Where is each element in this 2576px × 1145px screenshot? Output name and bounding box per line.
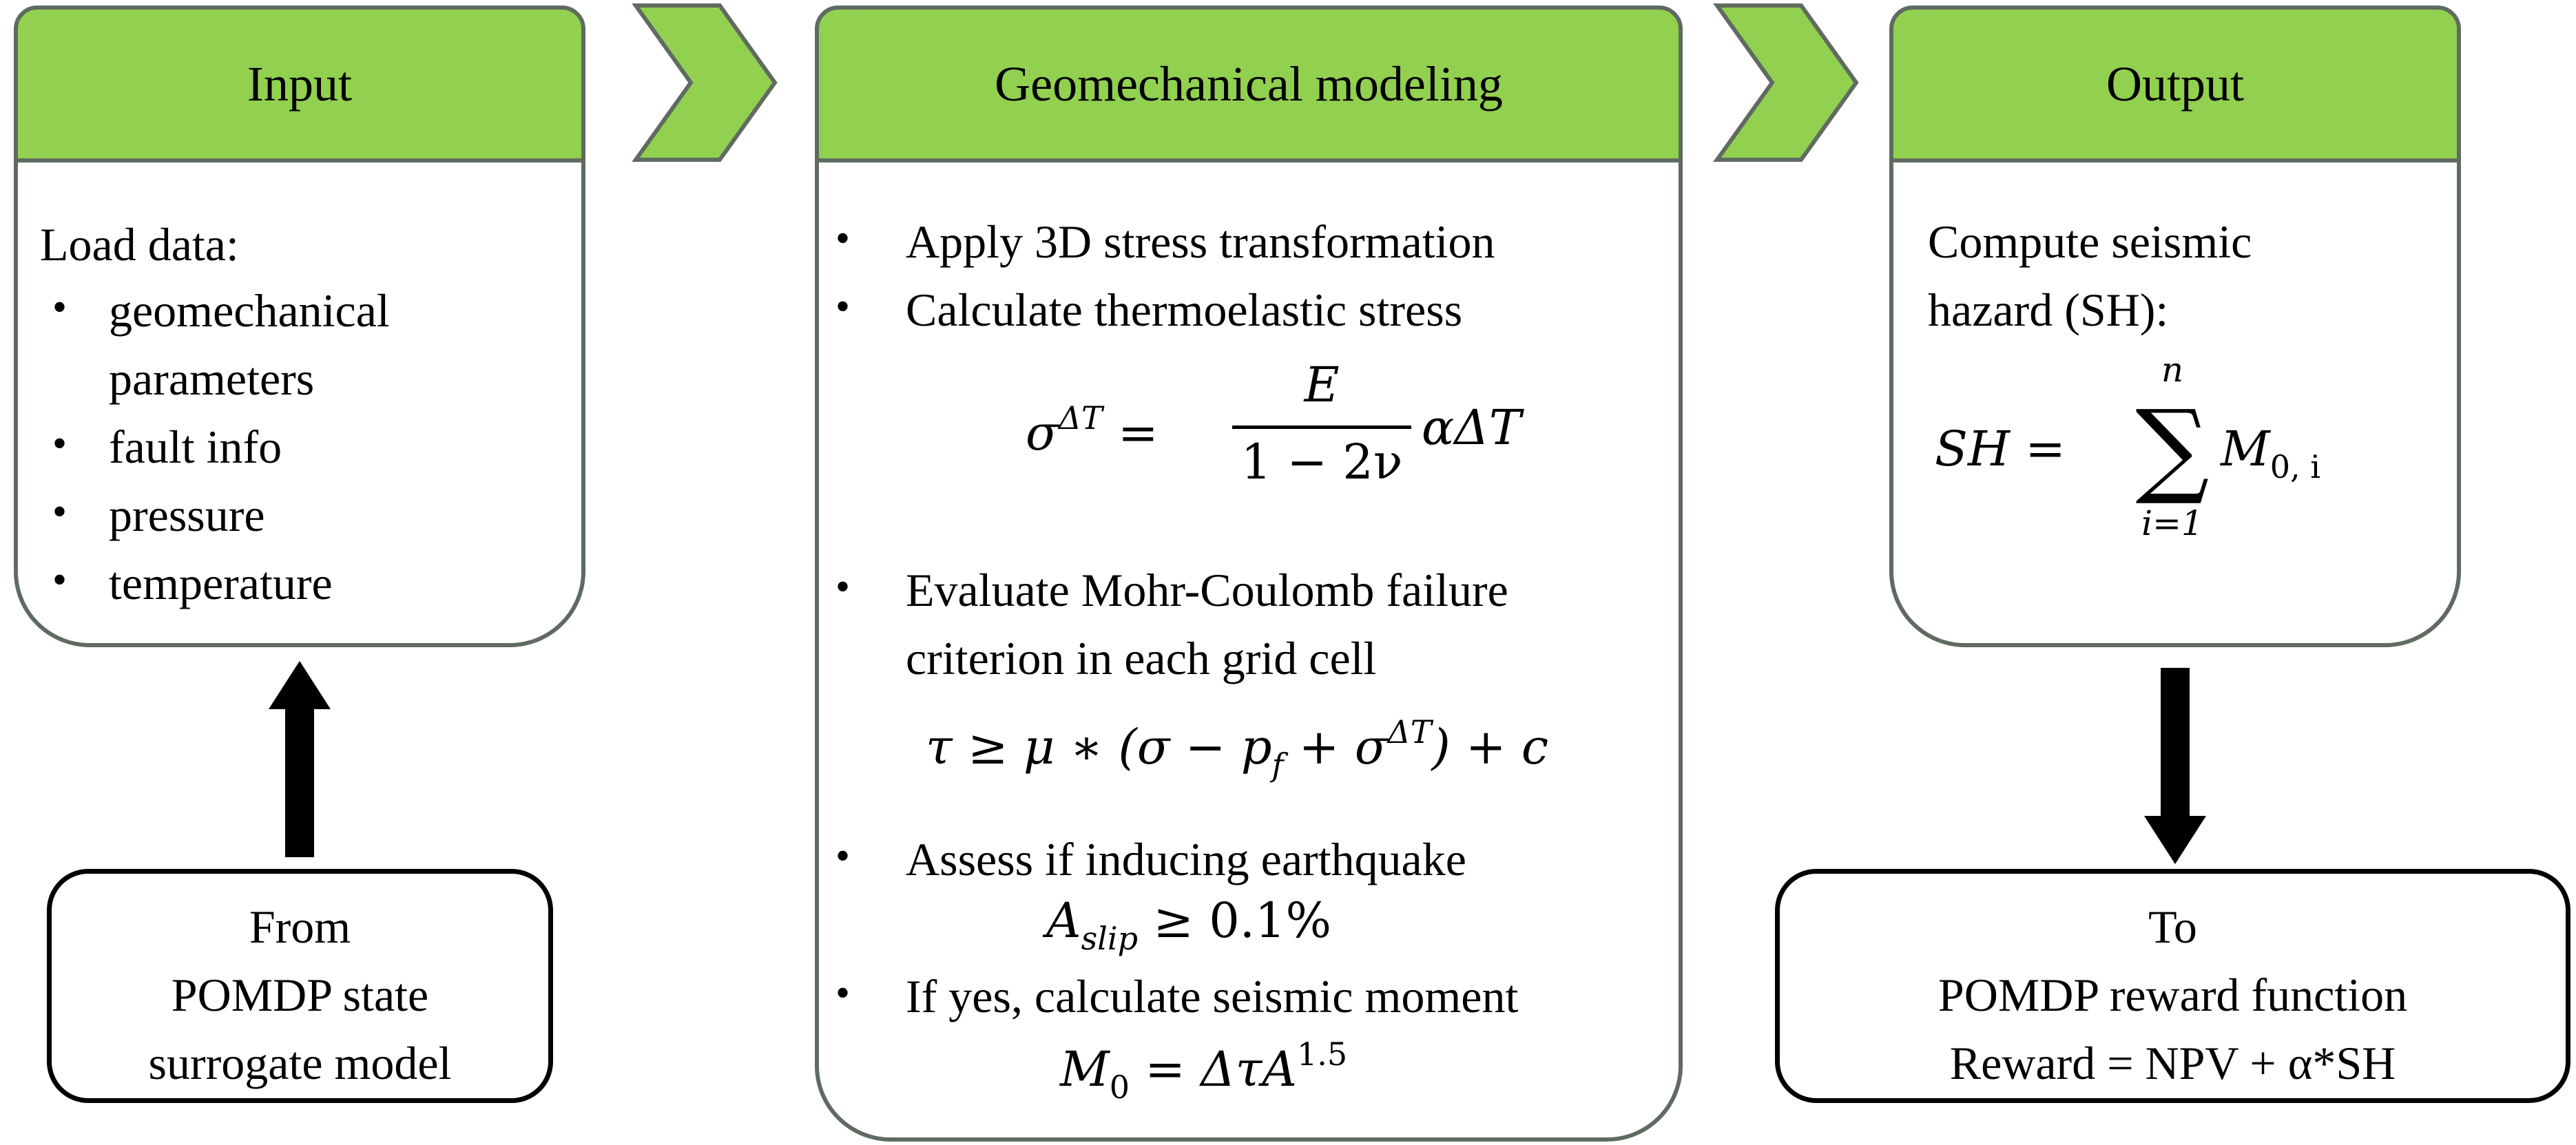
input-item-1: geomechanical (109, 284, 390, 337)
source-box: From POMDP state surrogate model (47, 869, 553, 1103)
eq-sum-bottom: i=1 (2141, 503, 2203, 543)
eq-m0-sup: 1.5 (1296, 1036, 1348, 1073)
output-line-2: hazard (SH): (1928, 284, 2169, 336)
input-header: Input (14, 6, 585, 162)
input-title: Input (247, 56, 352, 112)
eq-term-sub: 0, i (2269, 448, 2320, 485)
eq-m0: M (1060, 1041, 1110, 1097)
bullet-dot: • (835, 216, 851, 261)
model-step-3a: Evaluate Mohr-Coulomb failure (906, 564, 1508, 616)
input-body: Load data: • geomechanical parameters • … (14, 158, 585, 647)
source-line-1: From (249, 901, 351, 953)
bullet-dot: • (835, 833, 851, 879)
output-line-1: Compute seismic (1928, 216, 2252, 268)
bullet-dot: • (52, 489, 67, 534)
source-line-2: POMDP state (171, 969, 429, 1021)
input-item-2: parameters (109, 353, 315, 405)
bullet-dot: • (835, 564, 851, 609)
eq-numerator: E (1304, 357, 1340, 413)
seismic-hazard-equation: SH = n ∑ i=1 M0, i (1935, 348, 2417, 555)
target-line-1: To (2148, 901, 2197, 953)
input-item-3: fault info (109, 421, 282, 473)
chevron-right-icon (632, 3, 778, 162)
mohr-coulomb-equation: τ ≥ μ ∗ (σ − pf + σΔT) + c (926, 713, 1548, 784)
thermoelastic-equation: σΔT = E 1 − 2ν αΔT (1026, 357, 1521, 490)
model-step-3b: criterion in each grid cell (906, 632, 1377, 684)
eq-sigma: σ (1026, 405, 1059, 461)
output-body: Compute seismic hazard (SH): SH = n ∑ i=… (1889, 158, 2461, 647)
bullet-dot: • (835, 970, 851, 1016)
eq-slip-tail: ≥ 0.1% (1138, 892, 1332, 949)
target-line-3: Reward = NPV + α*SH (1949, 1037, 2396, 1089)
eq-mc-mid: + σ (1283, 719, 1388, 775)
bullet-dot: • (52, 557, 67, 602)
slip-equation: Aslip ≥ 0.1% (1046, 892, 1331, 957)
model-title: Geomechanical modeling (995, 56, 1503, 112)
model-step-5: If yes, calculate seismic moment (906, 970, 1519, 1022)
eq-sum-top: n (2161, 350, 2184, 390)
output-title: Output (2106, 56, 2244, 112)
target-box: To POMDP reward function Reward = NPV + … (1775, 869, 2570, 1103)
eq-mc: τ ≥ μ ∗ (σ − p (926, 719, 1272, 775)
bullet-dot: • (52, 421, 67, 466)
eq-slip: A (1046, 892, 1081, 949)
eq-mc-end: ) + c (1431, 719, 1549, 775)
moment-equation: M0 = ΔτA1.5 (1060, 1036, 1347, 1106)
output-header: Output (1889, 6, 2461, 162)
eq-m0-sub: 0 (1109, 1069, 1130, 1106)
bullet-dot: • (52, 284, 67, 330)
eq-sigma-sup: ΔT (1058, 399, 1103, 437)
input-item-5: temperature (109, 557, 333, 609)
bullet-dot: • (835, 284, 851, 329)
eq-term: M (2221, 421, 2270, 477)
sum-icon: ∑ (2135, 388, 2210, 508)
source-line-3: surrogate model (148, 1037, 452, 1089)
target-line-2: POMDP reward function (1938, 969, 2408, 1021)
arrow-up-icon (269, 661, 331, 857)
arrow-down-icon (2144, 668, 2206, 864)
model-step-2: Calculate thermoelastic stress (906, 284, 1463, 336)
chevron-right-icon (1713, 3, 1859, 162)
input-intro: Load data: (40, 218, 239, 271)
eq-m0-mid: = ΔτA (1129, 1041, 1297, 1097)
eq-mc-sup: ΔT (1387, 713, 1432, 750)
eq-denominator: 1 − 2ν (1240, 434, 1403, 490)
input-item-4: pressure (109, 489, 265, 541)
fraction-bar (1232, 426, 1411, 429)
model-header: Geomechanical modeling (815, 6, 1683, 162)
model-body: • Apply 3D stress transformation • Calcu… (815, 158, 1683, 1142)
eq-tail: αΔT (1422, 399, 1521, 456)
model-step-4: Assess if inducing earthquake (906, 833, 1466, 885)
eq-slip-sub: slip (1081, 920, 1139, 957)
eq-sh-lhs: SH = (1935, 421, 2066, 477)
model-step-1: Apply 3D stress transformation (906, 216, 1495, 268)
eq-mc-sub: f (1271, 746, 1284, 784)
